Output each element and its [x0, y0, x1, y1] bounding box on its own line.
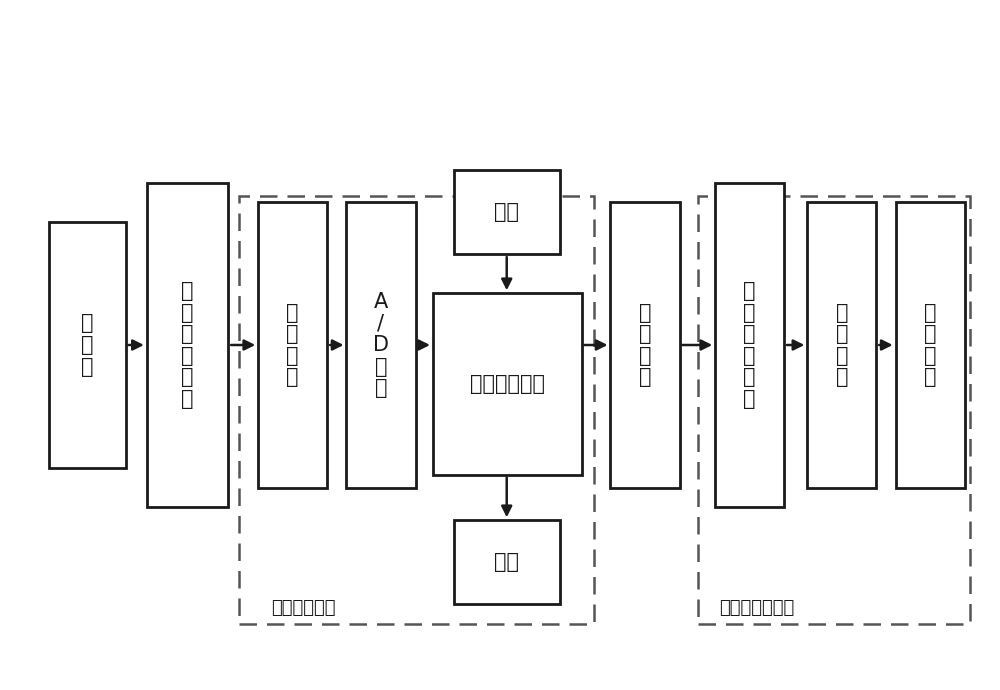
Text: 结
果
显
示: 结 果 显 示 — [924, 303, 936, 387]
Bar — [896, 202, 965, 488]
Bar — [49, 221, 126, 469]
Text: 中央处理单元: 中央处理单元 — [470, 374, 545, 394]
Bar — [454, 520, 560, 604]
Text: 信号采集模块: 信号采集模块 — [272, 600, 336, 618]
Bar — [610, 202, 680, 488]
Text: 断
路
器: 断 路 器 — [81, 313, 93, 377]
Text: 数
据
特
征
提
取: 数 据 特 征 提 取 — [743, 281, 756, 409]
Bar — [147, 183, 228, 507]
Text: 电源: 电源 — [494, 552, 519, 572]
Text: 通
讯
模
块: 通 讯 模 块 — [639, 303, 651, 387]
Bar — [346, 202, 416, 488]
Text: 加
速
度
传
感
器: 加 速 度 传 感 器 — [181, 281, 194, 409]
Text: 故
障
诊
断: 故 障 诊 断 — [836, 303, 848, 387]
Text: 时钟: 时钟 — [494, 202, 519, 222]
Bar — [807, 202, 876, 488]
Bar — [454, 170, 560, 254]
Bar — [715, 183, 784, 507]
Bar — [239, 196, 594, 624]
Bar — [698, 196, 970, 624]
Text: 电
压
调
理: 电 压 调 理 — [286, 303, 299, 387]
Text: 故障诊断上位机: 故障诊断上位机 — [719, 600, 794, 618]
Bar — [258, 202, 327, 488]
Text: A
/
D
转
换: A / D 转 换 — [373, 292, 389, 398]
Bar — [433, 293, 582, 475]
